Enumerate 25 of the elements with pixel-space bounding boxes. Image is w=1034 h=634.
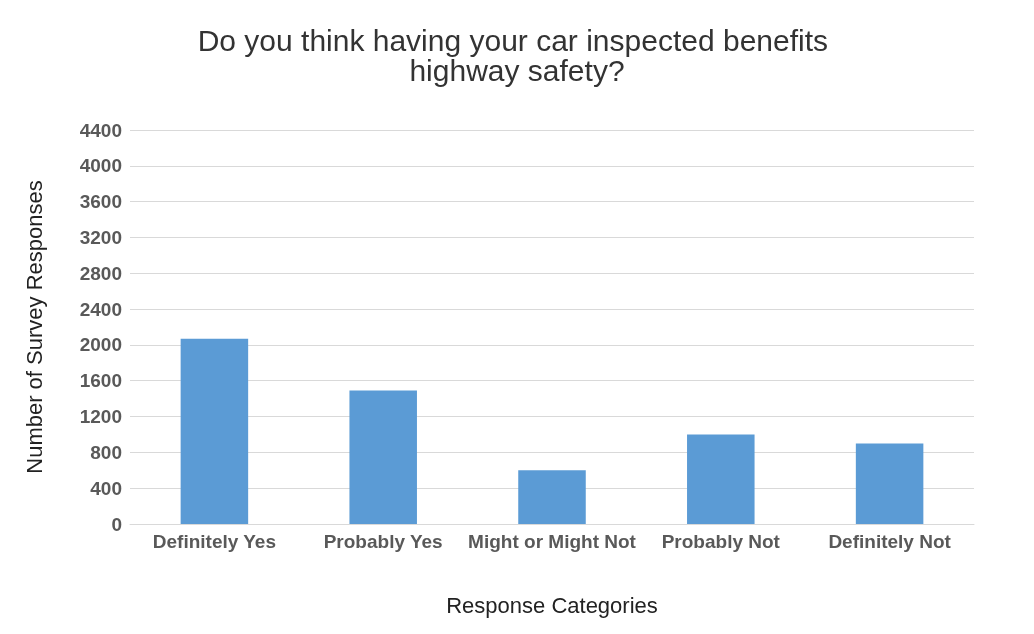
bar [180,338,249,524]
y-tick-label: 4400 [79,119,122,141]
x-tick-label: Probably Yes [323,531,443,552]
y-tick-label: 0 [111,513,122,535]
x-tick-label: Probably Not [661,531,781,552]
bar [687,434,755,524]
x-axis-title: Response Categories [446,592,658,618]
y-tick-label: 2800 [79,262,122,284]
y-tick-label: 1200 [79,406,122,428]
y-tick-label: 3600 [79,191,122,213]
y-tick-label: 2400 [79,298,122,320]
bar [349,390,417,524]
y-tick-label: 400 [90,477,122,499]
x-tick-label: Definitely Not [828,531,952,552]
y-tick-label: 2000 [79,334,122,356]
x-tick-label: Definitely Yes [152,531,277,552]
y-axis-title: Number of Survey Responses [21,180,47,474]
y-tick-label: 1600 [79,370,122,392]
y-tick-label: 3200 [79,226,122,248]
bar [855,443,924,524]
bar [518,470,586,524]
chart-title: Do you think having your car inspected benefits highway safety? [197,23,837,87]
x-tick-label: Might or Might Not [468,531,637,552]
y-tick-label: 4000 [79,155,122,177]
y-tick-label: 800 [90,441,122,463]
